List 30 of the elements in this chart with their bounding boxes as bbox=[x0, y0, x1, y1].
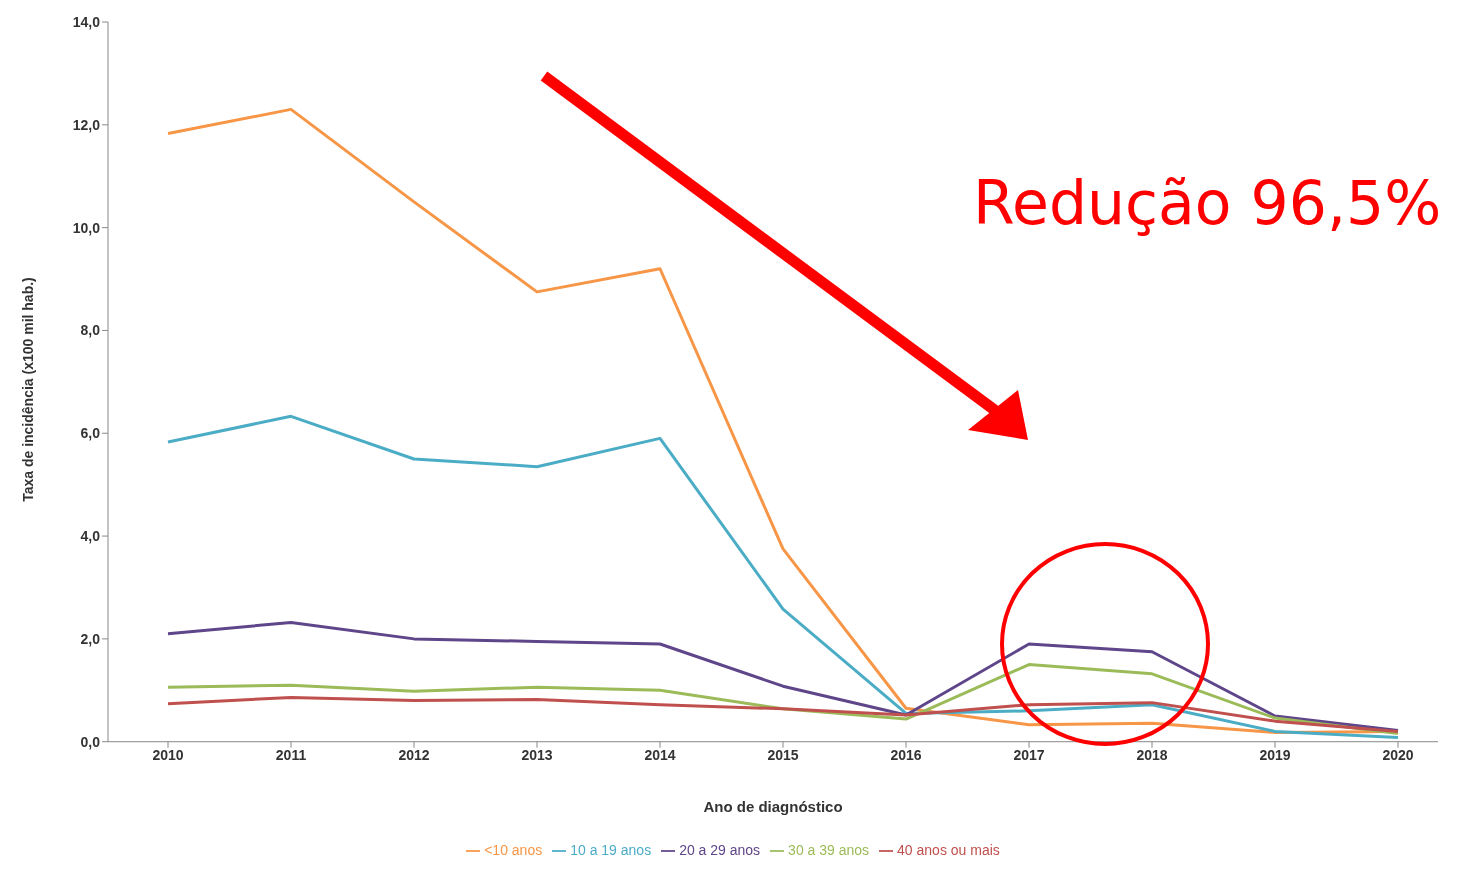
legend-label: 10 a 19 anos bbox=[570, 841, 652, 858]
line-series bbox=[166, 620, 1400, 732]
y-tick-label: 2,0 bbox=[80, 630, 101, 647]
y-axis-title: Taxa de incidência (x100 mil hab.) bbox=[19, 277, 36, 502]
x-tick-label: 2019 bbox=[1259, 746, 1291, 763]
x-tick-label: 2018 bbox=[1136, 746, 1168, 763]
x-tick-label: 2016 bbox=[890, 746, 922, 763]
y-tick-label: 12,0 bbox=[72, 116, 101, 133]
x-tick-label: 2012 bbox=[398, 746, 430, 763]
x-tick-label: 2020 bbox=[1382, 746, 1414, 763]
legend-label: 20 a 29 anos bbox=[679, 841, 761, 858]
x-tick-label: 2014 bbox=[644, 746, 676, 763]
line-series bbox=[166, 414, 1400, 740]
legend-label: 30 a 39 anos bbox=[788, 841, 870, 858]
x-tick-label: 2011 bbox=[275, 746, 307, 763]
y-tick-label: 6,0 bbox=[80, 425, 101, 442]
y-tick-label: 10,0 bbox=[72, 219, 101, 236]
legend-label: <10 anos bbox=[484, 841, 543, 858]
x-tick-label: 2010 bbox=[152, 746, 184, 763]
legend-label: 40 anos ou mais bbox=[897, 841, 1000, 858]
x-tick-label: 2017 bbox=[1013, 746, 1045, 763]
y-tick-label: 0,0 bbox=[80, 733, 101, 750]
x-tick-label: 2015 bbox=[767, 746, 799, 763]
y-tick-label: 8,0 bbox=[80, 322, 101, 339]
annotation: Redução 96,5% bbox=[973, 168, 1442, 238]
x-tick-label: 2013 bbox=[521, 746, 553, 763]
y-tick-label: 14,0 bbox=[72, 13, 101, 30]
x-axis-title: Ano de diagnóstico bbox=[703, 797, 843, 815]
y-tick-label: 4,0 bbox=[80, 528, 101, 545]
line-series bbox=[166, 695, 1400, 733]
